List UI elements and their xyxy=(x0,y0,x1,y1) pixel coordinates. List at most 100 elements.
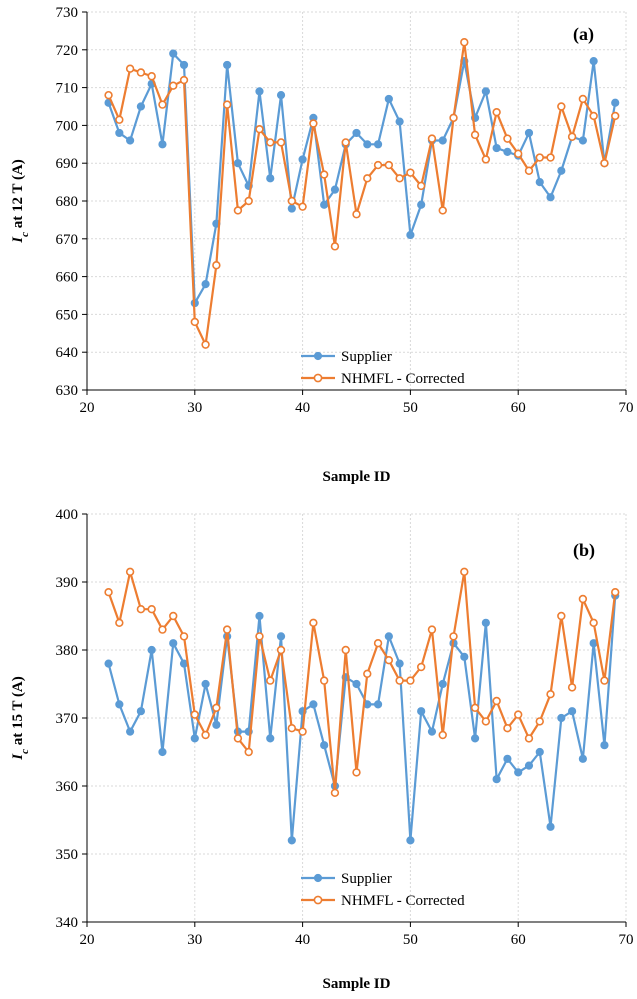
data-point xyxy=(384,655,394,665)
data-point xyxy=(298,202,307,211)
data-point xyxy=(147,645,156,655)
data-point xyxy=(535,178,544,187)
data-point xyxy=(427,727,437,736)
data-point xyxy=(438,730,447,740)
x-tick-label: 70 xyxy=(619,932,634,948)
data-point xyxy=(406,230,415,240)
data-point xyxy=(125,567,135,576)
legend-marker xyxy=(313,373,323,383)
series-supplier xyxy=(104,591,620,845)
y-tick-label: 700 xyxy=(56,118,79,134)
data-point xyxy=(513,710,523,719)
data-point xyxy=(492,107,501,117)
data-point xyxy=(223,60,232,70)
chart-panel-a: 630 640 650 660 670 680 690 700 710 720 730 20 30 40 5… xyxy=(10,5,634,485)
data-point xyxy=(287,204,296,213)
data-point xyxy=(611,587,620,597)
legend-marker xyxy=(313,873,323,883)
data-point xyxy=(244,196,253,206)
data-point xyxy=(330,788,340,797)
data-point xyxy=(212,720,221,729)
data-point xyxy=(222,625,232,634)
data-point xyxy=(481,717,491,726)
y-tick-label: 730 xyxy=(56,5,79,21)
y-tick-label: 340 xyxy=(56,915,79,931)
y-tick-label: 670 xyxy=(56,232,79,248)
data-point xyxy=(578,754,587,763)
legend-label: Supplier xyxy=(341,349,392,365)
data-point xyxy=(578,594,588,604)
y-tick-label: 710 xyxy=(56,81,79,97)
data-point xyxy=(438,136,447,145)
data-point xyxy=(266,138,275,147)
data-point xyxy=(513,149,523,158)
data-point xyxy=(169,639,178,648)
y-tick-label: 650 xyxy=(56,307,79,323)
data-point xyxy=(222,100,232,109)
y-tick-label: 390 xyxy=(56,575,79,591)
data-point xyxy=(395,174,404,183)
data-point xyxy=(115,700,124,709)
data-point xyxy=(233,734,243,743)
data-point xyxy=(179,632,189,641)
data-point xyxy=(514,768,523,777)
data-point xyxy=(492,143,501,153)
data-point xyxy=(481,618,490,627)
data-point xyxy=(309,700,318,709)
data-point xyxy=(276,645,286,655)
y-tick-label: 360 xyxy=(56,779,79,795)
data-point xyxy=(384,160,394,170)
y-tick-label: 370 xyxy=(56,711,79,727)
x-tick-label: 20 xyxy=(80,400,95,416)
data-point xyxy=(416,181,426,191)
series-nhmfl-corrected xyxy=(104,38,620,349)
data-point xyxy=(287,723,297,733)
data-point xyxy=(417,707,426,716)
data-point xyxy=(136,68,146,77)
data-point xyxy=(255,611,264,621)
data-point xyxy=(276,632,286,641)
data-point xyxy=(373,140,383,149)
data-point xyxy=(578,94,588,104)
data-point xyxy=(104,659,113,668)
data-point xyxy=(115,115,124,124)
data-point xyxy=(600,741,609,750)
series-nhmfl-corrected xyxy=(104,567,620,797)
data-point xyxy=(276,138,286,147)
data-point xyxy=(244,747,253,757)
data-point xyxy=(384,632,393,641)
data-point xyxy=(330,185,340,194)
data-point xyxy=(233,159,243,168)
x-tick-label: 70 xyxy=(619,400,634,416)
data-point xyxy=(169,611,178,621)
x-tick-label: 40 xyxy=(295,400,310,416)
x-tick-label: 50 xyxy=(403,932,418,948)
data-point xyxy=(557,713,566,723)
data-point xyxy=(266,174,275,183)
data-point xyxy=(524,734,534,743)
data-point xyxy=(589,618,598,627)
data-point xyxy=(503,723,512,733)
data-point xyxy=(600,159,609,168)
data-point xyxy=(179,60,189,70)
data-point xyxy=(546,689,555,699)
data-point xyxy=(179,75,189,85)
x-tick-label: 30 xyxy=(187,932,202,948)
data-point xyxy=(255,124,264,134)
data-point xyxy=(460,38,469,47)
data-point xyxy=(136,102,145,111)
data-point xyxy=(276,91,286,100)
data-point xyxy=(147,72,156,81)
data-point xyxy=(190,317,200,327)
data-point xyxy=(567,683,577,692)
data-point xyxy=(319,676,329,685)
data-point xyxy=(524,166,534,175)
y-tick-label: 630 xyxy=(56,383,79,399)
data-point xyxy=(147,604,156,614)
x-tick-label: 60 xyxy=(511,932,526,948)
data-point xyxy=(395,117,404,126)
data-point xyxy=(557,166,566,175)
y-axis-title-subscript: c xyxy=(19,232,31,237)
data-point xyxy=(546,193,555,202)
